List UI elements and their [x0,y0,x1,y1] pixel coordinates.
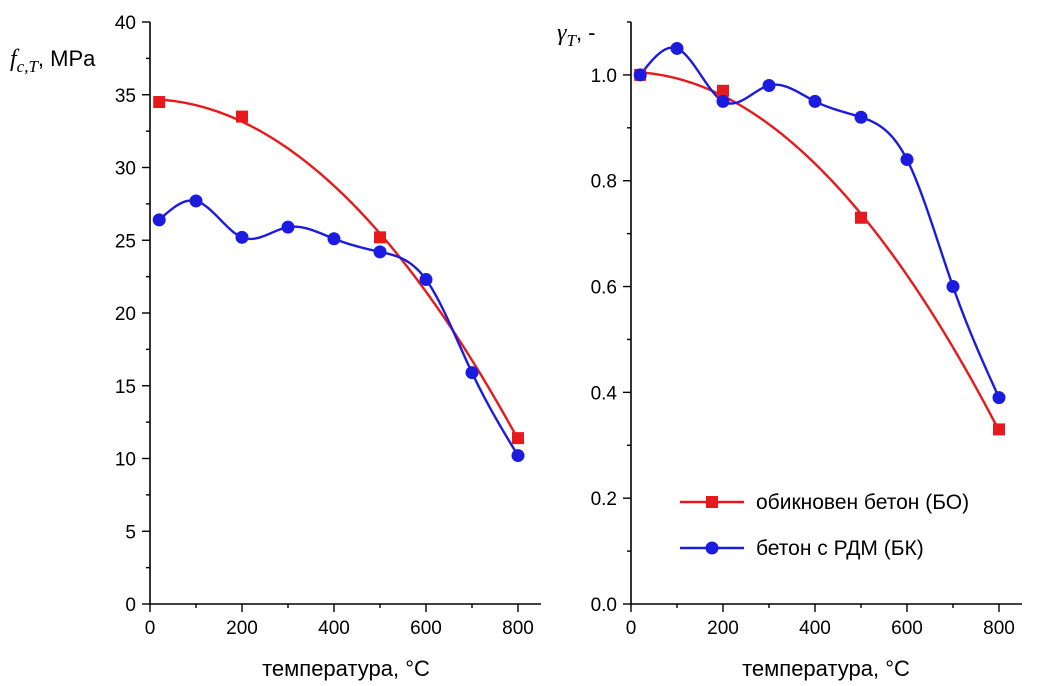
x-tick-label: 400 [318,618,350,639]
data-point-circle [465,366,479,380]
x-tick-label: 400 [799,618,831,639]
y-tick-label: 25 [115,231,136,252]
data-point-circle [373,245,387,259]
data-point-circle [946,280,960,294]
data-point-circle [511,449,525,463]
x-tick-label: 800 [502,618,534,639]
x-tick-label: 800 [983,618,1015,639]
data-point-circle [992,391,1006,405]
series-line-1 [640,71,1001,432]
data-point-circle [419,273,433,287]
y-tick-label: 15 [115,377,136,398]
legend-marker-square [706,496,718,508]
legend-label: обикновен бетон (БО) [756,491,969,514]
y-tick-label: 0.2 [591,489,617,510]
y-axis-title-main: f [10,46,20,72]
data-point-circle [189,194,203,208]
data-point-circle [281,220,295,234]
y-tick-label: 0.8 [591,172,617,193]
x-tick-label: 200 [226,618,258,639]
legend-marker-circle [705,541,719,555]
x-axis-title: температура, °C [742,656,910,681]
data-point-square [374,231,386,244]
y-axis-title-main: γ [557,20,567,46]
y-tick-label: 10 [115,450,136,471]
y-tick-label: 35 [115,86,136,107]
x-tick-label: 600 [891,618,923,639]
y-tick-label: 40 [115,13,136,34]
data-point-square [717,84,729,97]
x-tick-label: 200 [707,618,739,639]
data-point-circle [900,153,914,167]
series-line-1 [159,98,520,440]
y-axis-title: γT, - [557,20,596,50]
data-point-circle [152,213,166,227]
y-axis-title-sub: c,T [17,57,40,76]
data-point-circle [716,94,730,108]
y-tick-label: 0.4 [591,383,618,404]
data-point-square [855,211,867,224]
x-axis-title: температура, °C [262,656,430,681]
data-point-circle [762,78,776,92]
y-tick-label: 0 [125,595,136,616]
y-tick-label: 1.0 [591,66,617,87]
data-point-circle [633,68,647,82]
data-point-circle [808,94,822,108]
y-axis-title: fc,T, MPa [10,46,96,76]
data-point-circle [670,41,684,55]
y-tick-label: 5 [125,522,136,543]
y-axis-title-suffix: , - [576,20,596,45]
legend: обикновен бетон (БО) бетон с РДМ (БК) [680,491,969,560]
y-tick-label: 0.6 [591,278,617,299]
data-point-square [236,110,248,123]
data-point-circle [327,232,341,246]
data-point-circle [854,110,868,124]
x-tick-label: 600 [410,618,442,639]
legend-label: бетон с РДМ (БК) [756,537,924,560]
data-point-square [512,432,524,445]
y-axis-title-suffix: , MPa [38,46,96,71]
x-tick-label: 0 [626,618,637,639]
y-tick-label: 20 [115,304,136,325]
x-tick-label: 0 [145,618,156,639]
chart-panel-2: 0.0 0.2 0.4 0.6 0.8 1.0 0 200 400 600 800 температу… [557,20,1022,681]
data-point-square [993,423,1005,436]
y-tick-label: 30 [115,159,136,180]
data-point-square [153,96,166,109]
y-tick-label: 0.0 [591,595,617,616]
y-axis-title-sub: T [566,31,577,50]
data-point-circle [235,230,249,244]
